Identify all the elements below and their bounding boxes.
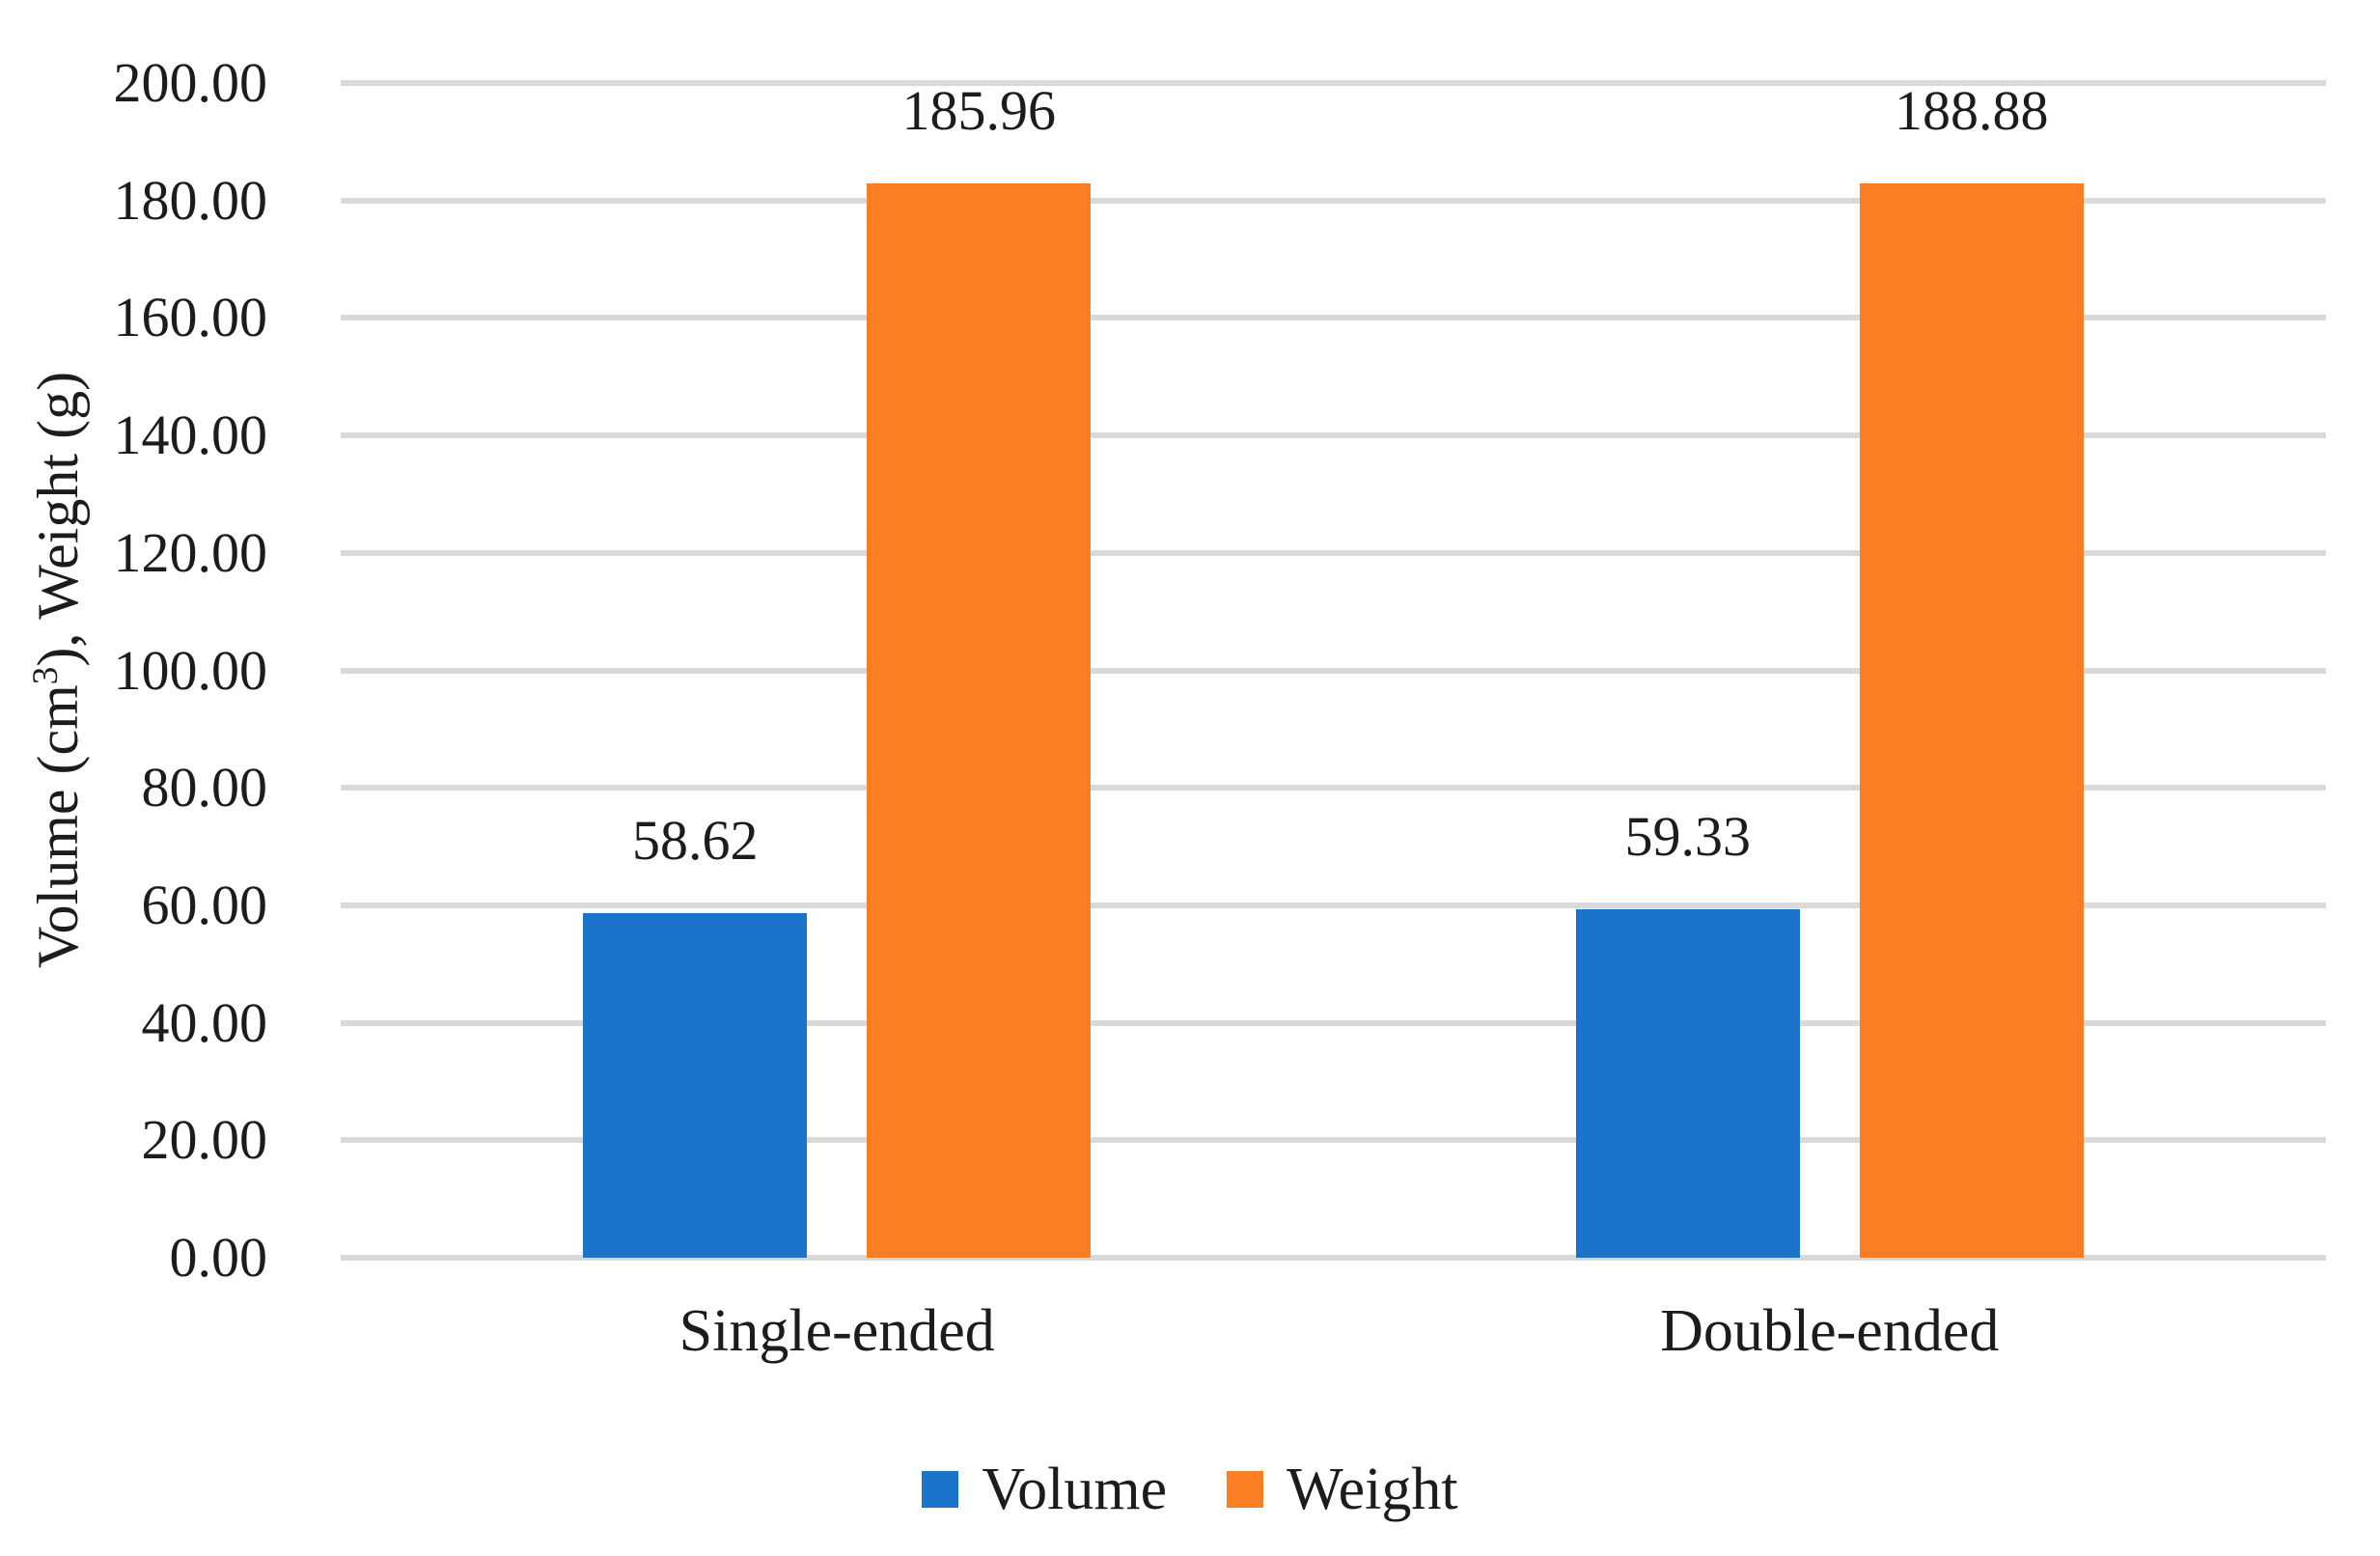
gridline bbox=[341, 785, 2326, 792]
legend-swatch-icon bbox=[1227, 1471, 1264, 1508]
gridline bbox=[341, 315, 2326, 321]
gridline bbox=[341, 902, 2326, 908]
plot-area: 58.62 185.96 59.33 188.88 bbox=[341, 80, 2327, 1261]
y-axis-tick-label: 20.00 bbox=[141, 1108, 268, 1172]
y-axis-tick-label: 80.00 bbox=[141, 756, 268, 820]
bar-volume bbox=[583, 913, 808, 1258]
bar-slot: 185.96 bbox=[867, 79, 1092, 1258]
bar-weight bbox=[867, 183, 1092, 1258]
y-axis-tick-label: 180.00 bbox=[113, 168, 268, 232]
bar-slot: 188.88 bbox=[1859, 79, 2084, 1258]
bar-value-label: 58.62 bbox=[632, 809, 759, 873]
y-axis-tick-labels: 200.00 180.00 160.00 140.00 120.00 100.00 80.0… bbox=[0, 55, 268, 1286]
bar-value-label: 59.33 bbox=[1624, 804, 1752, 868]
y-axis-tick-label: 160.00 bbox=[113, 286, 268, 349]
bar-group-single-ended: 58.62 185.96 bbox=[341, 83, 1334, 1258]
legend-item-weight: Weight bbox=[1227, 1459, 1458, 1519]
legend: Volume Weight bbox=[0, 1459, 2380, 1519]
legend-label: Weight bbox=[1287, 1457, 1458, 1522]
bar-weight bbox=[1859, 183, 2084, 1258]
bar-slot: 58.62 bbox=[583, 83, 808, 1258]
gridline bbox=[341, 667, 2326, 674]
bar-value-label: 185.96 bbox=[901, 79, 1057, 142]
gridline bbox=[341, 1019, 2326, 1026]
y-axis-tick-label: 200.00 bbox=[113, 51, 268, 114]
legend-item-volume: Volume bbox=[922, 1459, 1167, 1519]
bar-value-label: 188.88 bbox=[1895, 79, 2049, 142]
gridlines bbox=[341, 80, 2326, 1261]
y-axis-tick-label: 140.00 bbox=[113, 403, 268, 467]
x-axis-category-labels: Single-ended Double-ended bbox=[341, 1301, 2326, 1361]
gridline bbox=[341, 1137, 2326, 1144]
y-axis-tick-label: 60.00 bbox=[141, 873, 268, 936]
x-axis-category-label: Single-ended bbox=[678, 1298, 995, 1364]
legend-swatch-icon bbox=[922, 1471, 959, 1508]
bar-group-double-ended: 59.33 188.88 bbox=[1334, 83, 2327, 1258]
gridline bbox=[341, 1255, 2326, 1261]
bar-slot: 59.33 bbox=[1575, 83, 1800, 1258]
y-axis-tick-label: 100.00 bbox=[113, 638, 268, 702]
gridline bbox=[341, 80, 2326, 86]
bar-volume bbox=[1575, 908, 1800, 1258]
y-axis-tick-label: 40.00 bbox=[141, 990, 268, 1054]
gridline bbox=[341, 432, 2326, 439]
y-axis-tick-label: 0.00 bbox=[169, 1226, 268, 1289]
gridline bbox=[341, 549, 2326, 556]
legend-label: Volume bbox=[982, 1457, 1168, 1522]
y-axis-tick-label: 120.00 bbox=[113, 520, 268, 584]
x-axis-category-label: Double-ended bbox=[1660, 1298, 2000, 1364]
gridline bbox=[341, 197, 2326, 204]
